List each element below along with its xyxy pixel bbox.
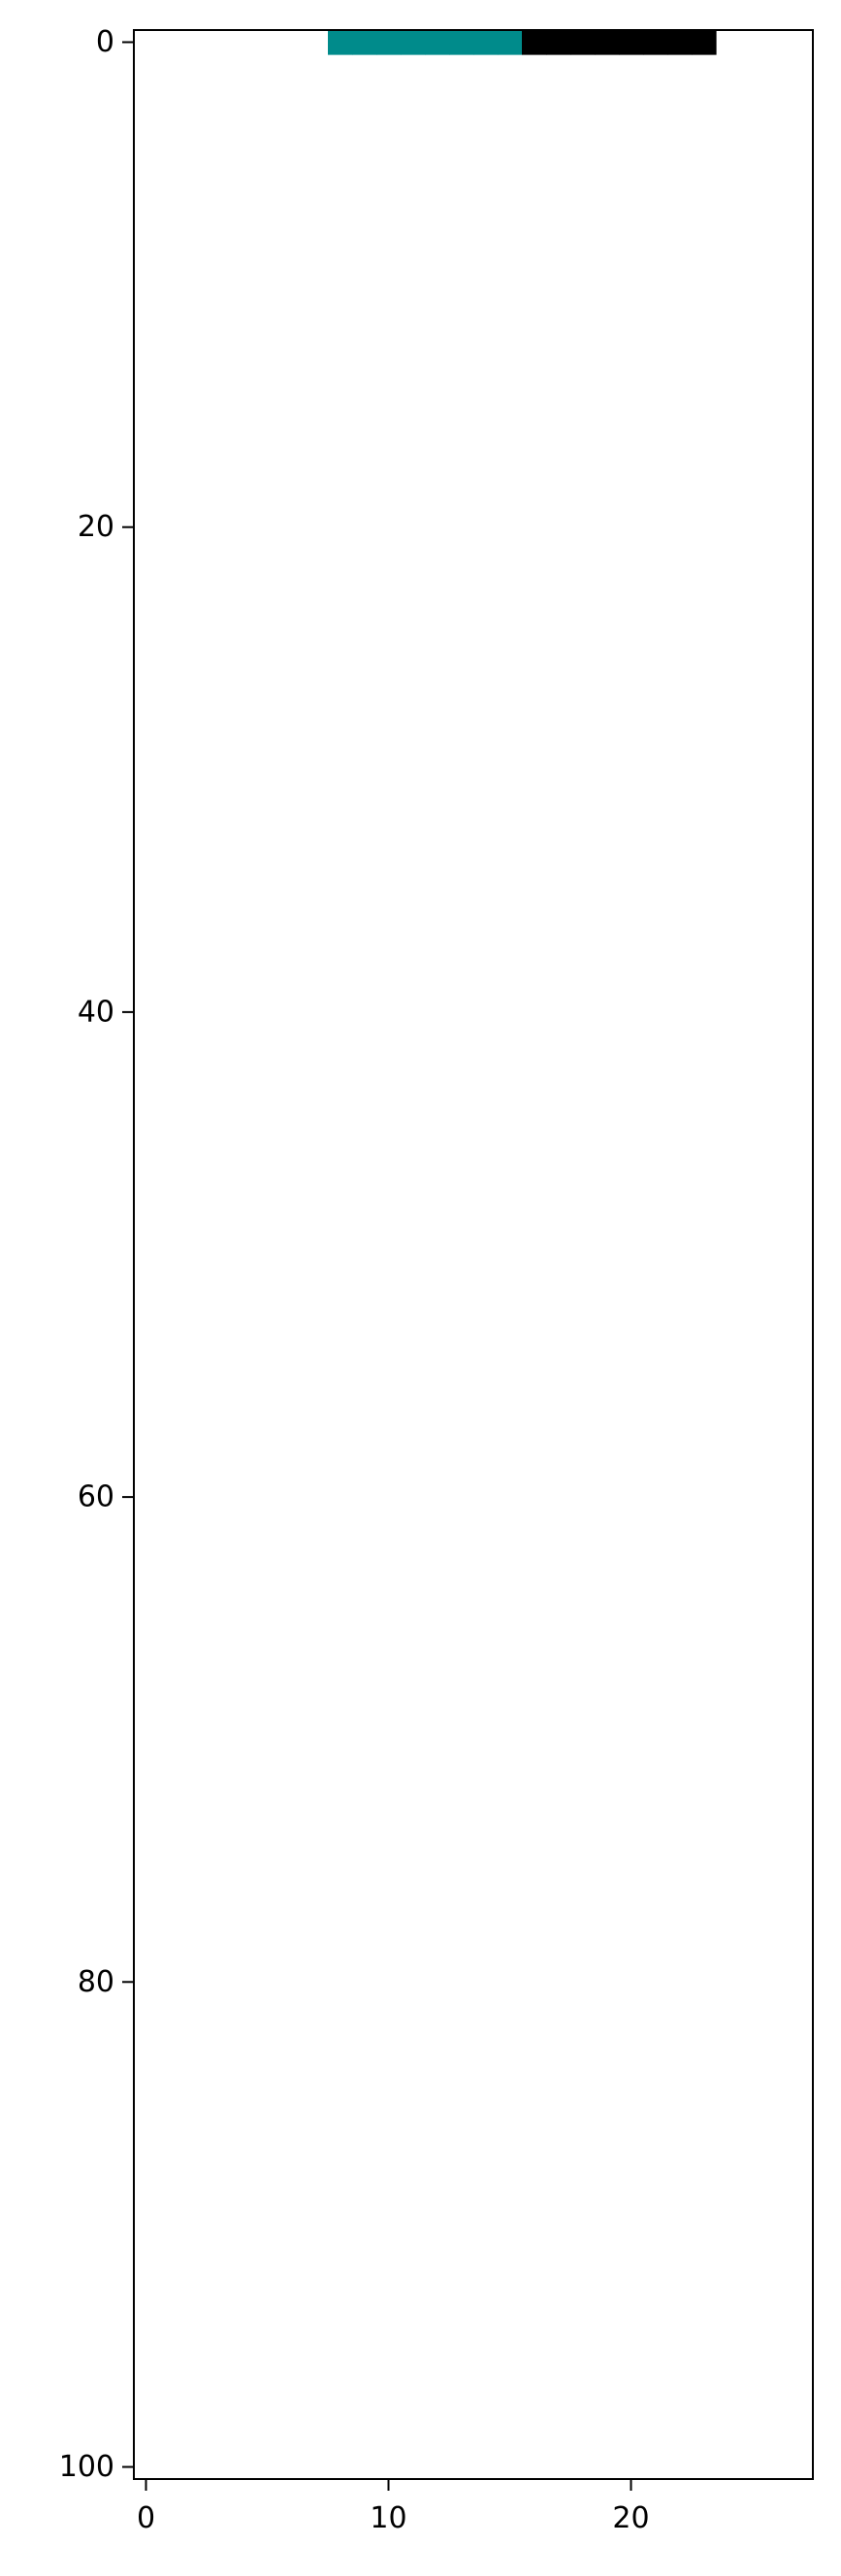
black-cell (522, 30, 547, 55)
teal-cell (449, 30, 474, 55)
y-axis: 0 20 40 60 80 100 (59, 25, 134, 2484)
teal-cell (352, 30, 377, 55)
teal-cell (376, 30, 402, 55)
x-tick-label: 20 (612, 2501, 649, 2535)
x-tick-label: 10 (370, 2501, 406, 2535)
plot-frame (133, 29, 814, 2480)
black-cell (692, 30, 717, 55)
black-cell (619, 30, 644, 55)
y-tick-label: 100 (59, 2450, 114, 2484)
teal-cell (425, 30, 450, 55)
teal-cell (498, 30, 523, 55)
black-cell (595, 30, 620, 55)
y-tick-label: 20 (78, 510, 114, 544)
y-tick-label: 60 (78, 1480, 114, 1514)
black-cell (643, 30, 668, 55)
x-axis: 0 10 20 (137, 2479, 650, 2535)
heatmap-cells (328, 30, 717, 55)
black-cell (570, 30, 596, 55)
y-tick-label: 40 (78, 995, 114, 1029)
teal-cell (401, 30, 426, 55)
black-cell (546, 30, 571, 55)
y-tick-label: 80 (78, 1965, 114, 1999)
y-tick-label: 0 (96, 25, 114, 59)
teal-cell (328, 30, 353, 55)
x-tick-label: 0 (137, 2501, 155, 2535)
teal-cell (473, 30, 499, 55)
black-cell (667, 30, 693, 55)
